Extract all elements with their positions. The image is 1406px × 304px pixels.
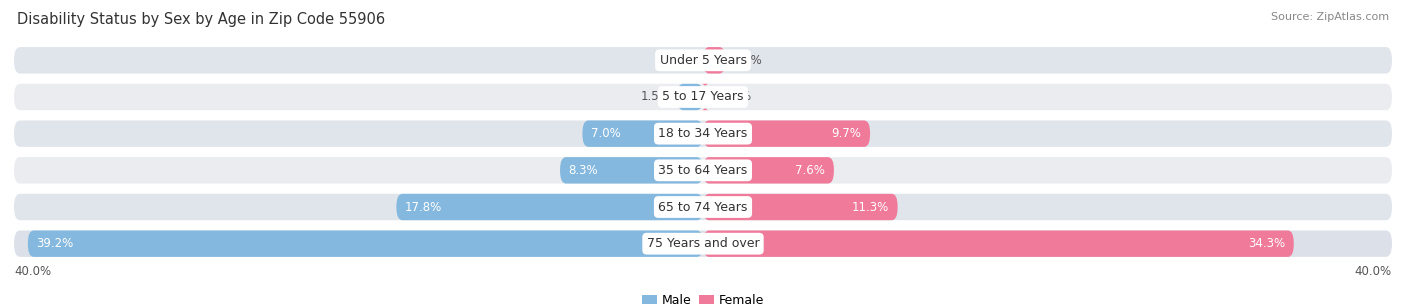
- Text: 65 to 74 Years: 65 to 74 Years: [658, 201, 748, 213]
- FancyBboxPatch shape: [14, 157, 1392, 184]
- Text: Source: ZipAtlas.com: Source: ZipAtlas.com: [1271, 12, 1389, 22]
- Text: 9.7%: 9.7%: [831, 127, 862, 140]
- Text: 0.25%: 0.25%: [714, 91, 751, 103]
- Text: 11.3%: 11.3%: [852, 201, 889, 213]
- FancyBboxPatch shape: [14, 120, 1392, 147]
- FancyBboxPatch shape: [703, 120, 870, 147]
- FancyBboxPatch shape: [14, 230, 1392, 257]
- Legend: Male, Female: Male, Female: [637, 289, 769, 304]
- Text: Disability Status by Sex by Age in Zip Code 55906: Disability Status by Sex by Age in Zip C…: [17, 12, 385, 27]
- Text: 34.3%: 34.3%: [1249, 237, 1285, 250]
- Text: 0.0%: 0.0%: [665, 54, 695, 67]
- Text: 75 Years and over: 75 Years and over: [647, 237, 759, 250]
- Text: 7.6%: 7.6%: [796, 164, 825, 177]
- FancyBboxPatch shape: [678, 84, 703, 110]
- Text: 7.0%: 7.0%: [591, 127, 621, 140]
- Text: 18 to 34 Years: 18 to 34 Years: [658, 127, 748, 140]
- Text: 40.0%: 40.0%: [14, 265, 51, 278]
- FancyBboxPatch shape: [703, 194, 897, 220]
- FancyBboxPatch shape: [14, 194, 1392, 220]
- FancyBboxPatch shape: [703, 157, 834, 184]
- Text: Under 5 Years: Under 5 Years: [659, 54, 747, 67]
- Text: 1.3%: 1.3%: [733, 54, 762, 67]
- FancyBboxPatch shape: [703, 230, 1294, 257]
- FancyBboxPatch shape: [28, 230, 703, 257]
- Text: 39.2%: 39.2%: [37, 237, 73, 250]
- Text: 8.3%: 8.3%: [568, 164, 599, 177]
- FancyBboxPatch shape: [14, 84, 1392, 110]
- FancyBboxPatch shape: [582, 120, 703, 147]
- FancyBboxPatch shape: [703, 47, 725, 74]
- FancyBboxPatch shape: [396, 194, 703, 220]
- Text: 35 to 64 Years: 35 to 64 Years: [658, 164, 748, 177]
- Text: 1.5%: 1.5%: [641, 91, 671, 103]
- Text: 17.8%: 17.8%: [405, 201, 443, 213]
- FancyBboxPatch shape: [14, 47, 1392, 74]
- Text: 40.0%: 40.0%: [1355, 265, 1392, 278]
- FancyBboxPatch shape: [702, 84, 709, 110]
- FancyBboxPatch shape: [560, 157, 703, 184]
- Text: 5 to 17 Years: 5 to 17 Years: [662, 91, 744, 103]
